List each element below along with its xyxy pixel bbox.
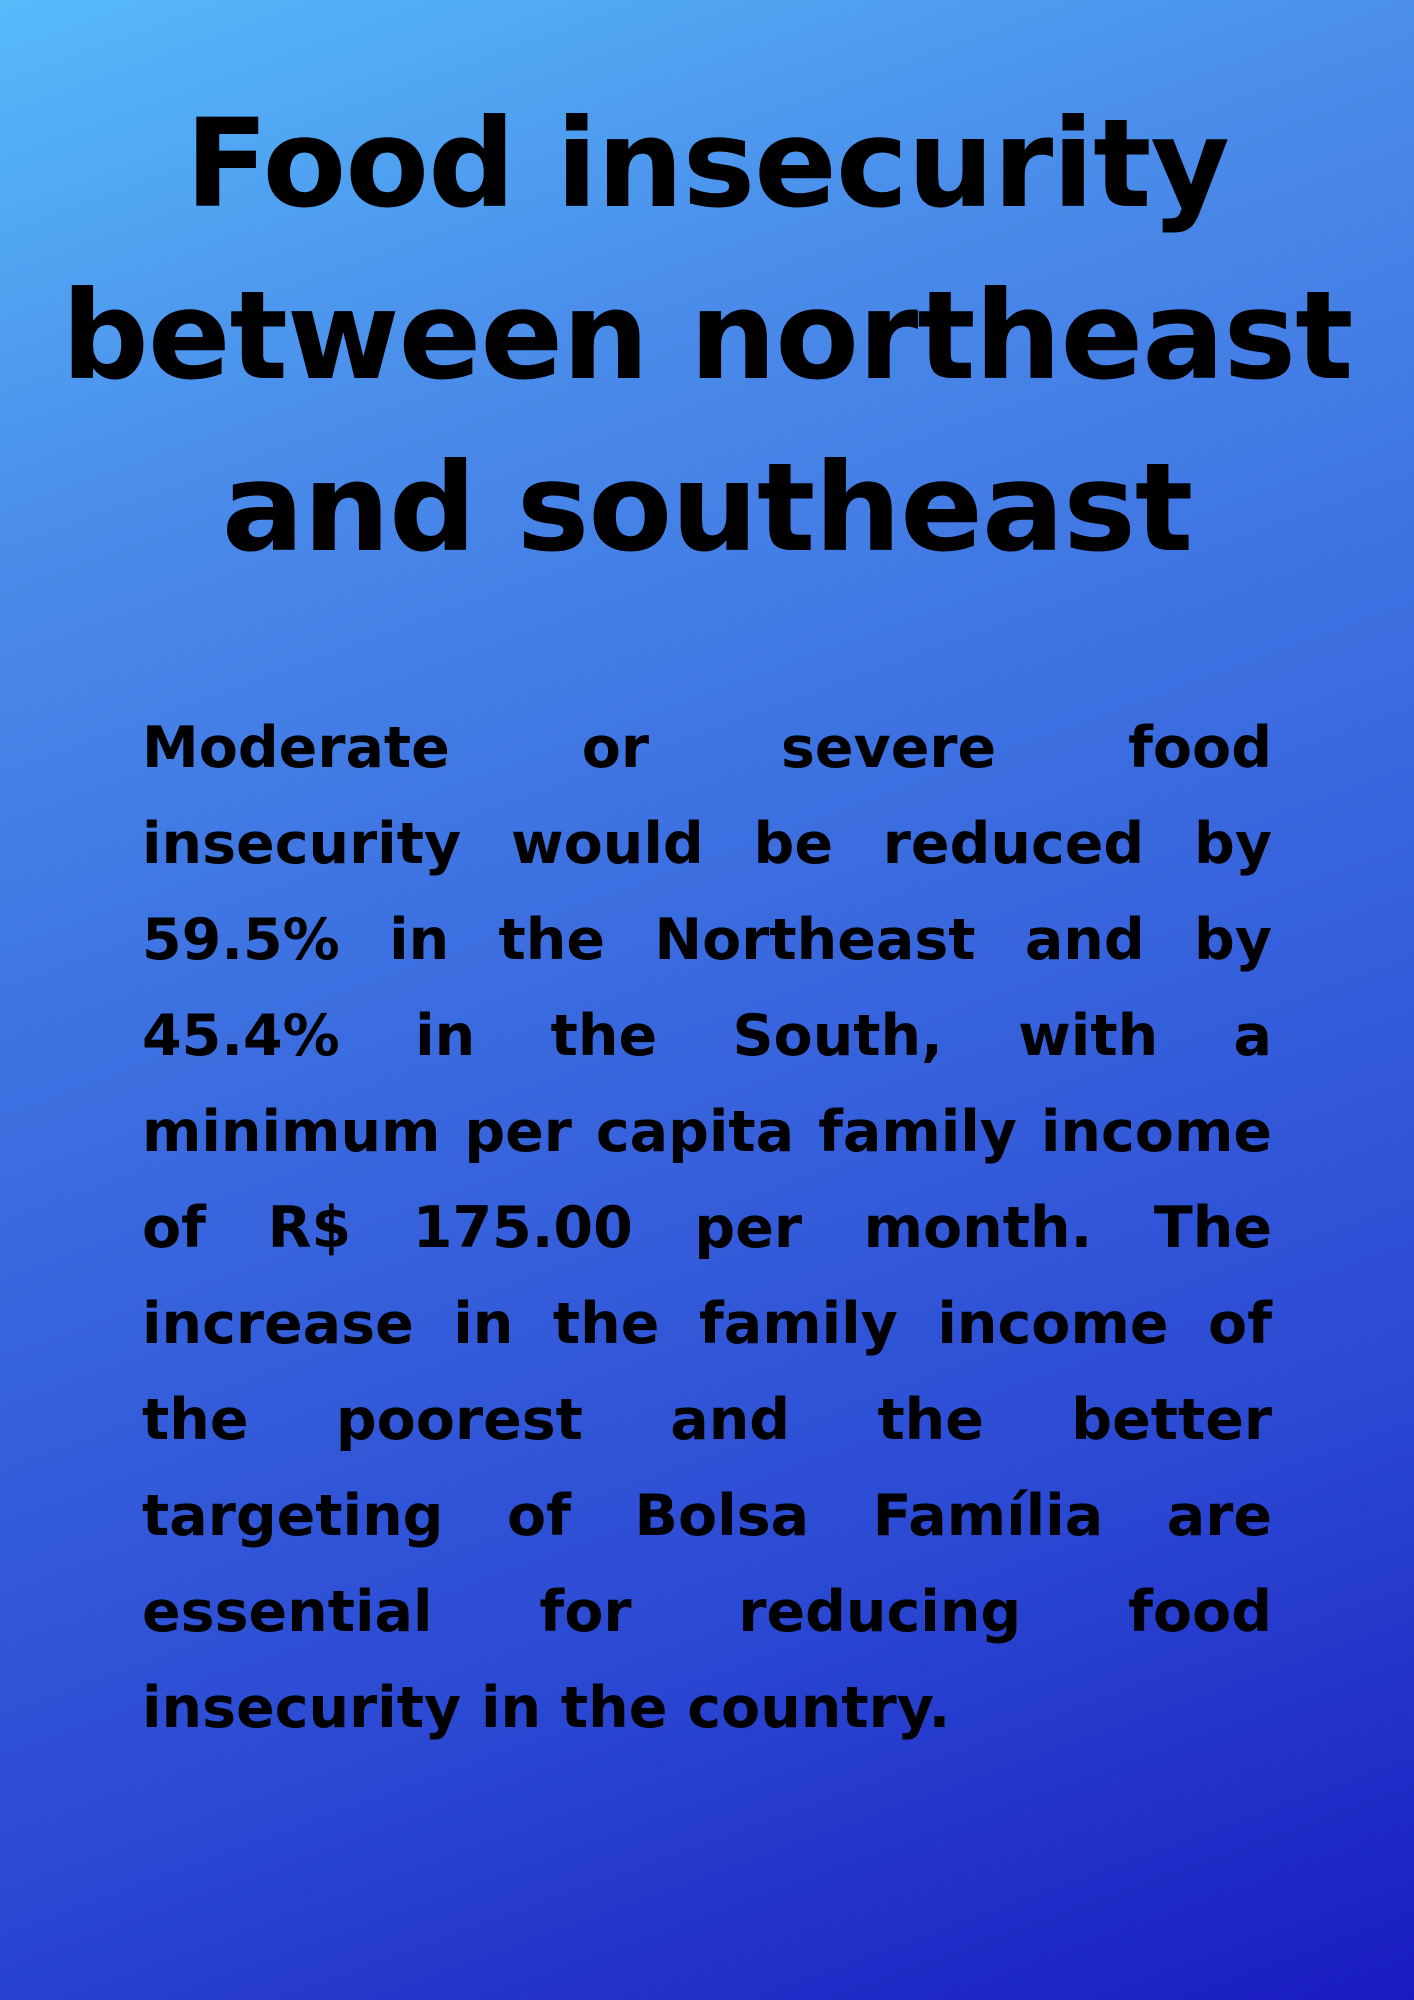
poster-title: Food insecurity between northeast and so…	[61, 93, 1354, 579]
poster-body-text: Moderate or severe food insecurity would…	[142, 715, 1272, 1741]
